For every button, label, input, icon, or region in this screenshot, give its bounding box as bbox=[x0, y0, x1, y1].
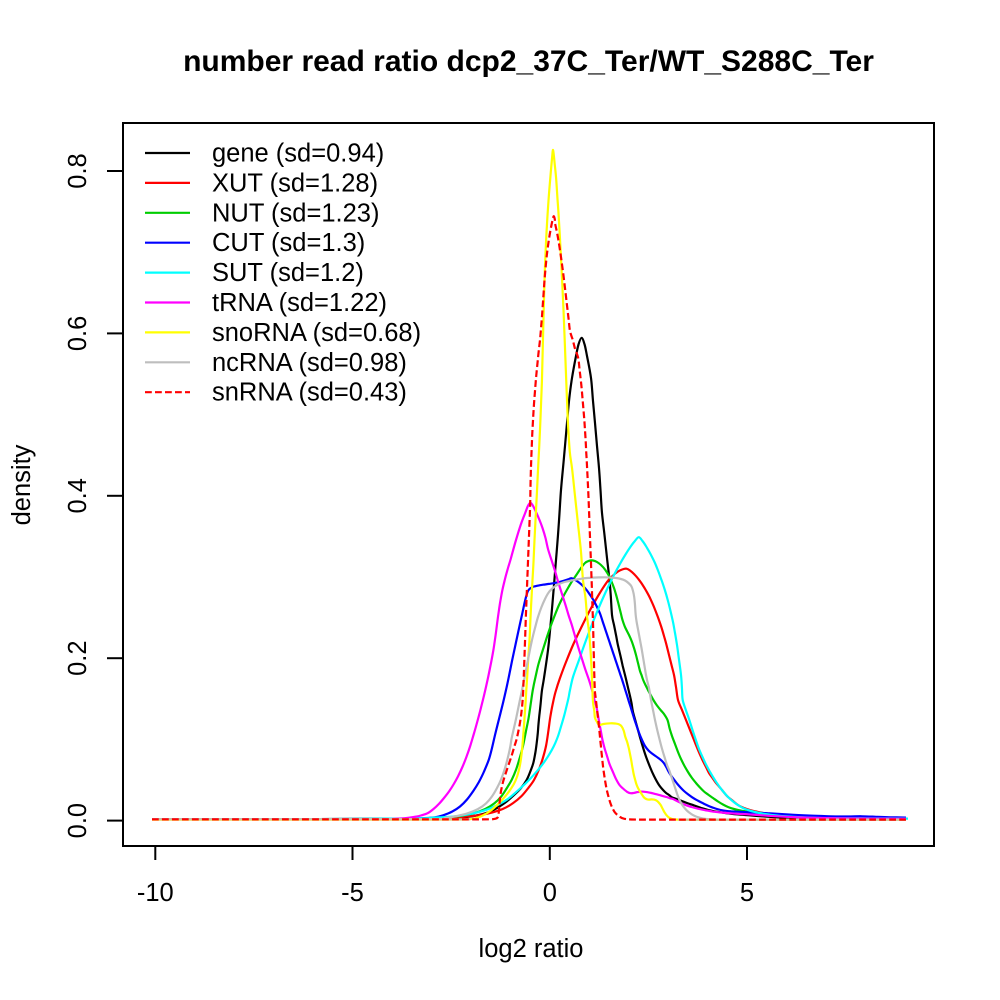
svg-text:0.2: 0.2 bbox=[64, 640, 92, 675]
svg-text:5: 5 bbox=[740, 879, 754, 907]
svg-text:CUT (sd=1.3): CUT (sd=1.3) bbox=[212, 229, 365, 257]
svg-text:ncRNA (sd=0.98): ncRNA (sd=0.98) bbox=[212, 349, 407, 377]
svg-text:number read ratio dcp2_37C_Ter: number read ratio dcp2_37C_Ter/WT_S288C_… bbox=[183, 45, 874, 78]
svg-text:density: density bbox=[8, 444, 36, 525]
svg-text:0.8: 0.8 bbox=[64, 153, 92, 188]
svg-text:NUT (sd=1.23): NUT (sd=1.23) bbox=[212, 199, 379, 227]
svg-text:SUT (sd=1.2): SUT (sd=1.2) bbox=[212, 259, 364, 287]
svg-text:snRNA (sd=0.43): snRNA (sd=0.43) bbox=[212, 379, 407, 407]
svg-text:tRNA (sd=1.22): tRNA (sd=1.22) bbox=[212, 289, 387, 317]
svg-text:snoRNA (sd=0.68): snoRNA (sd=0.68) bbox=[212, 319, 421, 347]
svg-text:-10: -10 bbox=[137, 879, 174, 907]
svg-text:0.0: 0.0 bbox=[64, 803, 92, 838]
svg-text:0.4: 0.4 bbox=[64, 478, 92, 513]
svg-text:-5: -5 bbox=[341, 879, 364, 907]
svg-text:XUT (sd=1.28): XUT (sd=1.28) bbox=[212, 169, 378, 197]
svg-text:0.6: 0.6 bbox=[64, 316, 92, 351]
svg-text:log2 ratio: log2 ratio bbox=[479, 935, 584, 963]
svg-text:0: 0 bbox=[543, 879, 557, 907]
svg-text:gene (sd=0.94): gene (sd=0.94) bbox=[212, 140, 384, 168]
